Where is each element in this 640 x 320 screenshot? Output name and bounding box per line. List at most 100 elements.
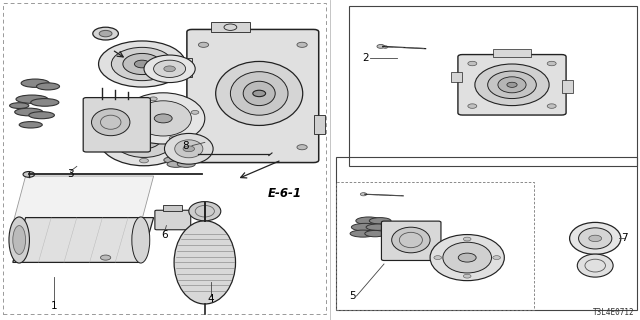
Ellipse shape (9, 217, 29, 263)
Polygon shape (13, 218, 154, 262)
Circle shape (150, 97, 157, 101)
Circle shape (191, 110, 199, 114)
Circle shape (297, 145, 307, 150)
Ellipse shape (356, 217, 381, 225)
Polygon shape (562, 80, 573, 93)
Polygon shape (178, 58, 192, 77)
Circle shape (140, 158, 148, 163)
Circle shape (360, 193, 367, 196)
Ellipse shape (36, 83, 60, 90)
FancyBboxPatch shape (187, 29, 319, 163)
Circle shape (140, 112, 148, 117)
Text: E-6-1: E-6-1 (268, 187, 302, 200)
Circle shape (127, 123, 135, 126)
Ellipse shape (92, 109, 130, 136)
Circle shape (183, 146, 195, 152)
Text: T3L4E0712: T3L4E0712 (593, 308, 635, 317)
Ellipse shape (392, 227, 430, 253)
Polygon shape (13, 176, 154, 224)
Ellipse shape (29, 112, 54, 119)
Polygon shape (163, 205, 182, 211)
Circle shape (177, 135, 186, 140)
Ellipse shape (13, 226, 26, 254)
FancyBboxPatch shape (83, 98, 150, 152)
Circle shape (93, 27, 118, 40)
Ellipse shape (123, 53, 161, 75)
Ellipse shape (122, 93, 205, 144)
FancyBboxPatch shape (155, 210, 191, 230)
Ellipse shape (177, 161, 195, 167)
Ellipse shape (167, 161, 185, 167)
Ellipse shape (350, 230, 376, 237)
Circle shape (468, 61, 477, 66)
Circle shape (493, 256, 500, 260)
Ellipse shape (365, 230, 385, 237)
Ellipse shape (230, 72, 288, 115)
Ellipse shape (243, 81, 275, 106)
Text: 8: 8 (182, 140, 189, 151)
Ellipse shape (16, 95, 48, 103)
Ellipse shape (475, 64, 549, 106)
Circle shape (100, 255, 111, 260)
Ellipse shape (15, 108, 43, 116)
Ellipse shape (98, 109, 190, 166)
Ellipse shape (577, 254, 613, 277)
Ellipse shape (135, 101, 191, 136)
Polygon shape (493, 49, 531, 57)
Polygon shape (211, 22, 250, 32)
Circle shape (458, 253, 476, 262)
Polygon shape (178, 115, 192, 134)
Ellipse shape (498, 77, 526, 93)
Ellipse shape (126, 126, 162, 149)
Circle shape (198, 42, 209, 47)
Text: 2: 2 (362, 52, 369, 63)
Circle shape (134, 60, 150, 68)
Circle shape (507, 82, 517, 87)
Circle shape (253, 90, 266, 97)
Ellipse shape (175, 140, 203, 158)
Ellipse shape (154, 60, 186, 77)
Circle shape (383, 46, 388, 48)
Ellipse shape (21, 79, 49, 87)
Ellipse shape (189, 202, 221, 221)
Ellipse shape (369, 218, 391, 224)
Ellipse shape (174, 221, 236, 304)
Circle shape (154, 114, 172, 123)
Circle shape (198, 145, 209, 150)
Circle shape (136, 134, 152, 141)
Ellipse shape (111, 47, 173, 81)
Circle shape (463, 237, 471, 241)
Circle shape (434, 256, 442, 260)
Circle shape (99, 30, 112, 37)
Text: 4: 4 (208, 294, 214, 304)
Circle shape (297, 42, 307, 47)
Ellipse shape (579, 228, 612, 249)
Text: 5: 5 (349, 291, 355, 301)
Ellipse shape (216, 61, 303, 125)
Ellipse shape (132, 217, 150, 263)
Polygon shape (314, 115, 325, 134)
Polygon shape (451, 72, 463, 82)
Ellipse shape (174, 157, 192, 163)
Text: 6: 6 (161, 230, 168, 240)
Ellipse shape (144, 55, 195, 83)
Ellipse shape (430, 235, 504, 281)
Ellipse shape (10, 103, 29, 108)
Text: 3: 3 (67, 169, 74, 180)
Circle shape (169, 136, 177, 140)
Ellipse shape (19, 122, 42, 128)
Circle shape (468, 104, 477, 108)
Circle shape (589, 235, 602, 242)
Circle shape (164, 66, 175, 72)
Ellipse shape (570, 222, 621, 254)
Ellipse shape (112, 118, 176, 157)
Text: 7: 7 (621, 233, 627, 244)
FancyBboxPatch shape (381, 221, 441, 260)
Text: 1: 1 (51, 300, 58, 311)
Ellipse shape (488, 71, 536, 99)
Ellipse shape (31, 99, 59, 106)
Ellipse shape (164, 157, 182, 163)
Circle shape (23, 172, 35, 177)
Circle shape (547, 61, 556, 66)
Circle shape (102, 135, 111, 140)
